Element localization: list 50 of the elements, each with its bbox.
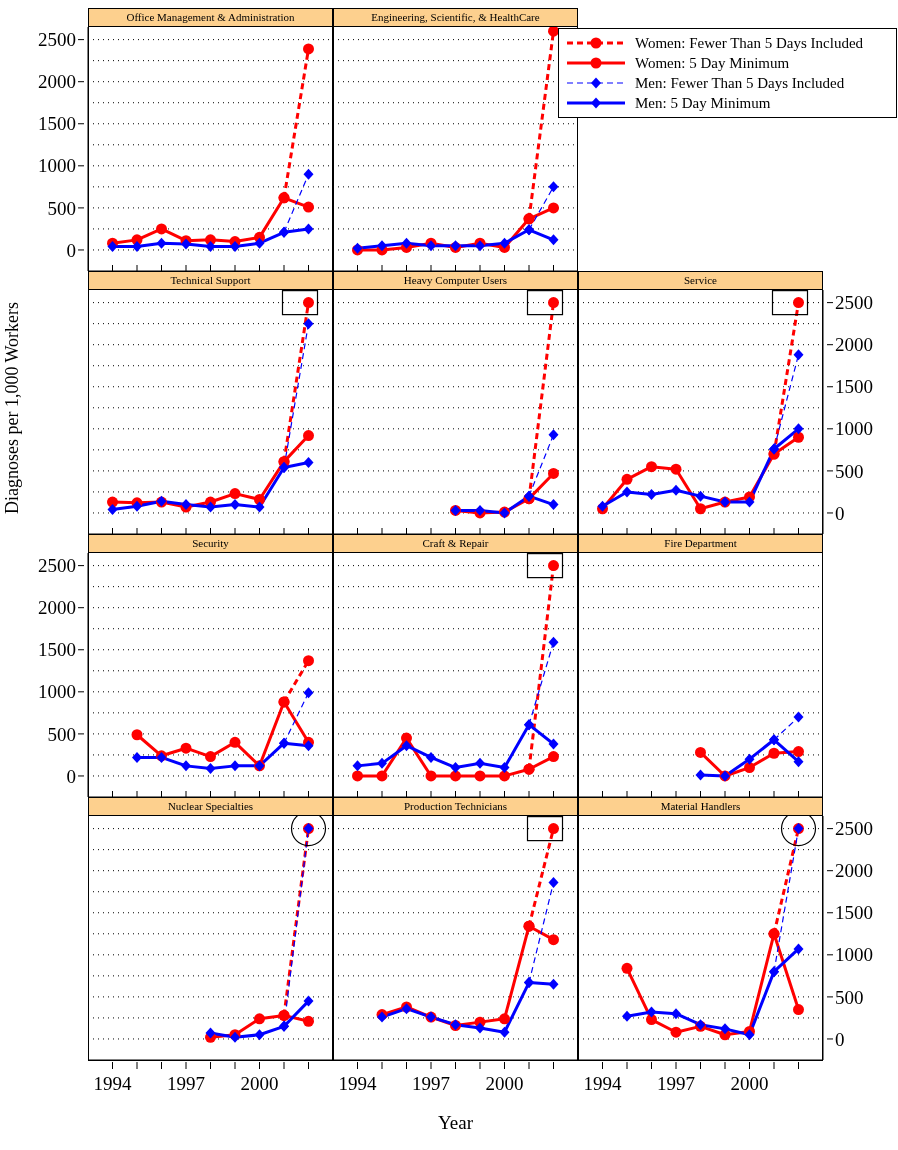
x-tick-label: 1994 [93,1073,132,1094]
legend-label: Men: 5 Day Minimum [635,94,771,113]
y-axis-title: Diagnoses per 1,000 Workers [2,300,23,517]
chart-title: Security [88,534,333,553]
legend-label: Women: Fewer Than 5 Days Included [635,34,864,53]
y-tick-label: 2000 [38,597,76,619]
x-tick-label: 1994 [583,1073,622,1094]
chart-title: Heavy Computer Users [333,271,578,290]
chart-title: Material Handlers [578,797,823,816]
chart-title: Service [578,271,823,290]
chart-title: Fire Department [578,534,823,553]
x-tick-label: 2000 [730,1073,769,1094]
chart-title: Nuclear Specialties [88,797,333,816]
y-tick-label: 0 [66,239,76,261]
y-tick-label: 500 [835,986,864,1008]
x-tick-label: 2000 [240,1073,279,1094]
x-tick-label: 2000 [485,1073,524,1094]
y-tick-label: 2000 [835,860,873,882]
x-tick-label: 1997 [167,1073,205,1094]
y-tick-label: 1500 [835,376,873,398]
x-axis-title: Year [437,1112,474,1134]
y-tick-label: 2500 [38,29,76,51]
legend-label: Women: 5 Day Minimum [635,54,790,73]
y-tick-label: 2500 [38,555,76,577]
y-tick-label: 0 [66,765,76,787]
chart-title: Technical Support [88,271,333,290]
x-tick-label: 1997 [657,1073,695,1094]
x-tick-label: 1997 [412,1073,450,1094]
chart-title: Engineering, Scientific, & HealthCare [333,8,578,27]
y-tick-label: 2000 [38,71,76,93]
y-tick-label: 1000 [835,944,873,966]
chart-title: Office Management & Administration [88,8,333,27]
legend-label: Men: Fewer Than 5 Days Included [635,74,845,93]
y-tick-label: 1500 [38,639,76,661]
y-tick-label: 2500 [835,292,873,314]
y-tick-label: 1500 [835,902,873,924]
y-tick-label: 500 [47,197,76,219]
y-tick-label: 500 [47,723,76,745]
y-tick-label: 1000 [38,155,76,177]
y-tick-label: 2000 [835,334,873,356]
y-tick-label: 0 [835,502,845,524]
chart-title: Craft & Repair [333,534,578,553]
x-tick-label: 1994 [338,1073,377,1094]
y-tick-label: 1500 [38,113,76,135]
chart-title: Production Technicians [333,797,578,816]
y-tick-label: 2500 [835,818,873,840]
y-tick-label: 1000 [38,681,76,703]
y-tick-label: 0 [835,1028,845,1050]
y-tick-label: 1000 [835,418,873,440]
y-tick-label: 500 [835,460,864,482]
